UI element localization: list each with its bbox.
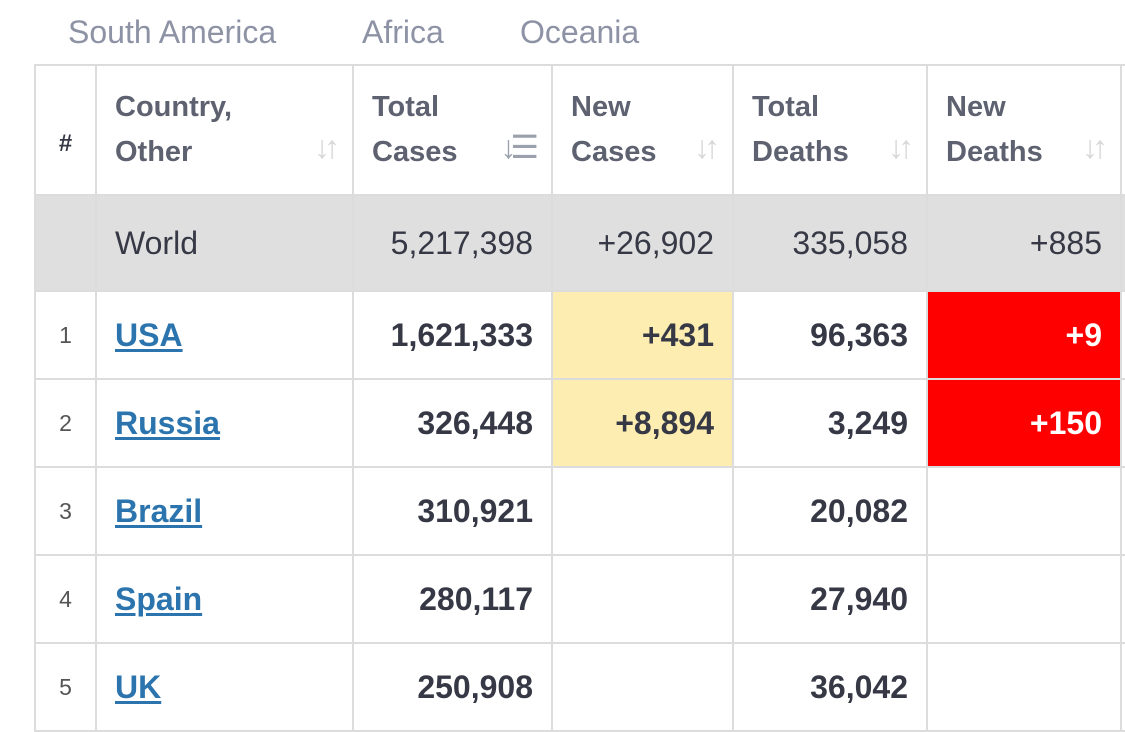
row-total-cases: 280,117 xyxy=(352,554,553,644)
sort-both-icon[interactable]: ↓↑ xyxy=(694,129,720,165)
row-country: USA xyxy=(95,290,354,380)
row-new-deaths xyxy=(926,466,1122,556)
row-new-cases xyxy=(551,466,734,556)
row-total-deaths: 20,082 xyxy=(732,466,928,556)
row-new-deaths: +150 xyxy=(926,378,1122,468)
region-tabs: South America Africa Oceania xyxy=(0,0,1125,64)
world-overflow xyxy=(1120,194,1125,292)
row-total-deaths: 3,249 xyxy=(732,378,928,468)
header-total-cases[interactable]: Total Cases ↓☰ xyxy=(352,64,553,196)
world-rank xyxy=(34,194,97,292)
tab-south-america[interactable]: South America xyxy=(68,14,277,50)
world-total-cases: 5,217,398 xyxy=(352,194,553,292)
country-link-spain[interactable]: Spain xyxy=(115,580,203,617)
header-total-cases-line2: Cases xyxy=(372,136,458,168)
row-total-deaths: 27,940 xyxy=(732,554,928,644)
row-rank: 3 xyxy=(34,466,97,556)
row-new-cases: +8,894 xyxy=(551,378,734,468)
header-country-line2: Other xyxy=(115,136,193,168)
world-total-deaths: 335,058 xyxy=(732,194,928,292)
table-row: 5 UK 250,908 36,042 xyxy=(34,642,1125,732)
country-link-brazil[interactable]: Brazil xyxy=(115,492,203,529)
row-country: Brazil xyxy=(95,466,354,556)
world-total-row: World 5,217,398 +26,902 335,058 +885 xyxy=(34,194,1125,292)
header-total-deaths-line2: Deaths xyxy=(752,136,849,168)
row-new-deaths xyxy=(926,554,1122,644)
row-country: UK xyxy=(95,642,354,732)
table-row: 1 USA 1,621,333 +431 96,363 +9 xyxy=(34,290,1125,380)
header-country-line1: Country, xyxy=(115,91,233,123)
tab-africa[interactable]: Africa xyxy=(362,14,444,50)
header-country[interactable]: Country, Other ↓↑ xyxy=(95,64,354,196)
row-overflow xyxy=(1120,642,1125,732)
covid-stats-table: # Country, Other ↓↑ Total Cases ↓☰ New C… xyxy=(34,64,1125,732)
table-header: # Country, Other ↓↑ Total Cases ↓☰ New C… xyxy=(34,64,1125,196)
row-overflow xyxy=(1120,554,1125,644)
header-new-deaths-line2: Deaths xyxy=(946,136,1043,168)
row-total-cases: 1,621,333 xyxy=(352,290,553,380)
header-overflow xyxy=(1120,64,1125,196)
header-new-deaths-line1: New xyxy=(946,91,1006,123)
world-new-cases: +26,902 xyxy=(551,194,734,292)
country-link-uk[interactable]: UK xyxy=(115,668,162,705)
header-rank[interactable]: # xyxy=(34,64,97,196)
world-label: World xyxy=(95,194,354,292)
table-row: 3 Brazil 310,921 20,082 xyxy=(34,466,1125,556)
row-rank: 5 xyxy=(34,642,97,732)
row-new-cases: +431 xyxy=(551,290,734,380)
country-link-usa[interactable]: USA xyxy=(115,316,183,353)
row-overflow xyxy=(1120,466,1125,556)
tab-oceania[interactable]: Oceania xyxy=(520,14,640,50)
row-rank: 2 xyxy=(34,378,97,468)
row-total-deaths: 36,042 xyxy=(732,642,928,732)
header-new-cases-line1: New xyxy=(571,91,631,123)
row-total-cases: 250,908 xyxy=(352,642,553,732)
row-country: Russia xyxy=(95,378,354,468)
row-total-cases: 310,921 xyxy=(352,466,553,556)
row-new-cases xyxy=(551,554,734,644)
row-new-deaths xyxy=(926,642,1122,732)
row-rank: 1 xyxy=(34,290,97,380)
row-total-deaths: 96,363 xyxy=(732,290,928,380)
header-total-cases-line1: Total xyxy=(372,91,440,123)
world-new-deaths: +885 xyxy=(926,194,1122,292)
row-overflow xyxy=(1120,378,1125,468)
header-rank-label: # xyxy=(58,129,73,157)
sort-both-icon[interactable]: ↓↑ xyxy=(1082,129,1108,165)
sort-both-icon[interactable]: ↓↑ xyxy=(888,129,914,165)
row-new-cases xyxy=(551,642,734,732)
row-country: Spain xyxy=(95,554,354,644)
row-overflow xyxy=(1120,290,1125,380)
header-total-deaths[interactable]: Total Deaths ↓↑ xyxy=(732,64,928,196)
header-new-cases[interactable]: New Cases ↓↑ xyxy=(551,64,734,196)
table-row: 2 Russia 326,448 +8,894 3,249 +150 xyxy=(34,378,1125,468)
table-body: World 5,217,398 +26,902 335,058 +885 1 U… xyxy=(34,194,1125,732)
header-total-deaths-line1: Total xyxy=(752,91,820,123)
header-new-cases-line2: Cases xyxy=(571,136,657,168)
row-total-cases: 326,448 xyxy=(352,378,553,468)
header-new-deaths[interactable]: New Deaths ↓↑ xyxy=(926,64,1122,196)
row-new-deaths: +9 xyxy=(926,290,1122,380)
sort-both-icon[interactable]: ↓↑ xyxy=(314,129,340,165)
country-link-russia[interactable]: Russia xyxy=(115,404,220,441)
sort-descending-icon[interactable]: ↓☰ xyxy=(500,129,539,165)
table-row: 4 Spain 280,117 27,940 xyxy=(34,554,1125,644)
row-rank: 4 xyxy=(34,554,97,644)
